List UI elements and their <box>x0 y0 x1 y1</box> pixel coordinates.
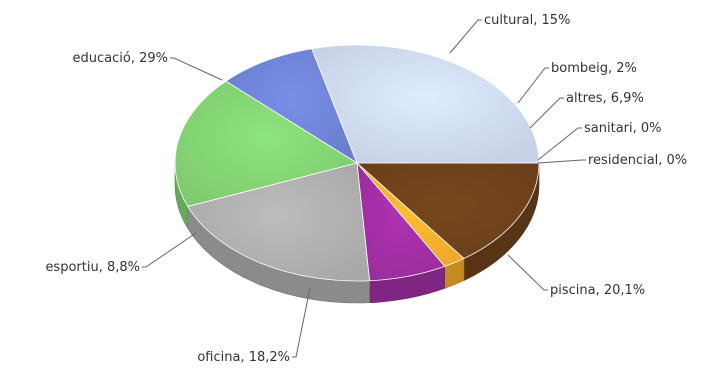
leader-line-residencial <box>537 159 586 164</box>
pie-slice-cultural[interactable] <box>355 162 540 259</box>
pie-slice-piscina[interactable] <box>187 162 371 282</box>
leader-line-bombeig <box>517 67 549 104</box>
leader-line-cultural <box>449 19 482 54</box>
slice-label-educació: educació, 29% <box>73 51 168 66</box>
slice-label-oficina: oficina, 18,2% <box>197 350 290 365</box>
leader-line-educació <box>170 57 223 81</box>
pie-slices <box>174 44 540 282</box>
slice-label-altres: altres, 6,9% <box>566 91 644 106</box>
leader-line-sanitari <box>537 127 582 161</box>
slice-label-esportiu: esportiu, 8,8% <box>45 260 140 275</box>
leader-line-piscina <box>507 254 548 291</box>
pie-slice-oficina[interactable] <box>174 80 359 207</box>
pie-labels: cultural, 15% bombeig, 2% altres, 6,9% sani… <box>45 13 687 365</box>
leader-line-altres <box>529 97 564 129</box>
pie-side-walls <box>174 162 540 304</box>
pie-slice-educació[interactable] <box>311 44 540 164</box>
leader-line-oficina <box>292 287 311 358</box>
slice-label-residencial: residencial, 0% <box>588 153 687 168</box>
leader-line-esportiu <box>142 232 197 268</box>
slice-label-cultural: cultural, 15% <box>484 13 570 28</box>
pie-slice-esportiu[interactable] <box>225 48 358 164</box>
slice-label-piscina: piscina, 20,1% <box>550 283 645 298</box>
slice-label-sanitari: sanitari, 0% <box>584 121 662 136</box>
slice-label-bombeig: bombeig, 2% <box>551 61 637 76</box>
